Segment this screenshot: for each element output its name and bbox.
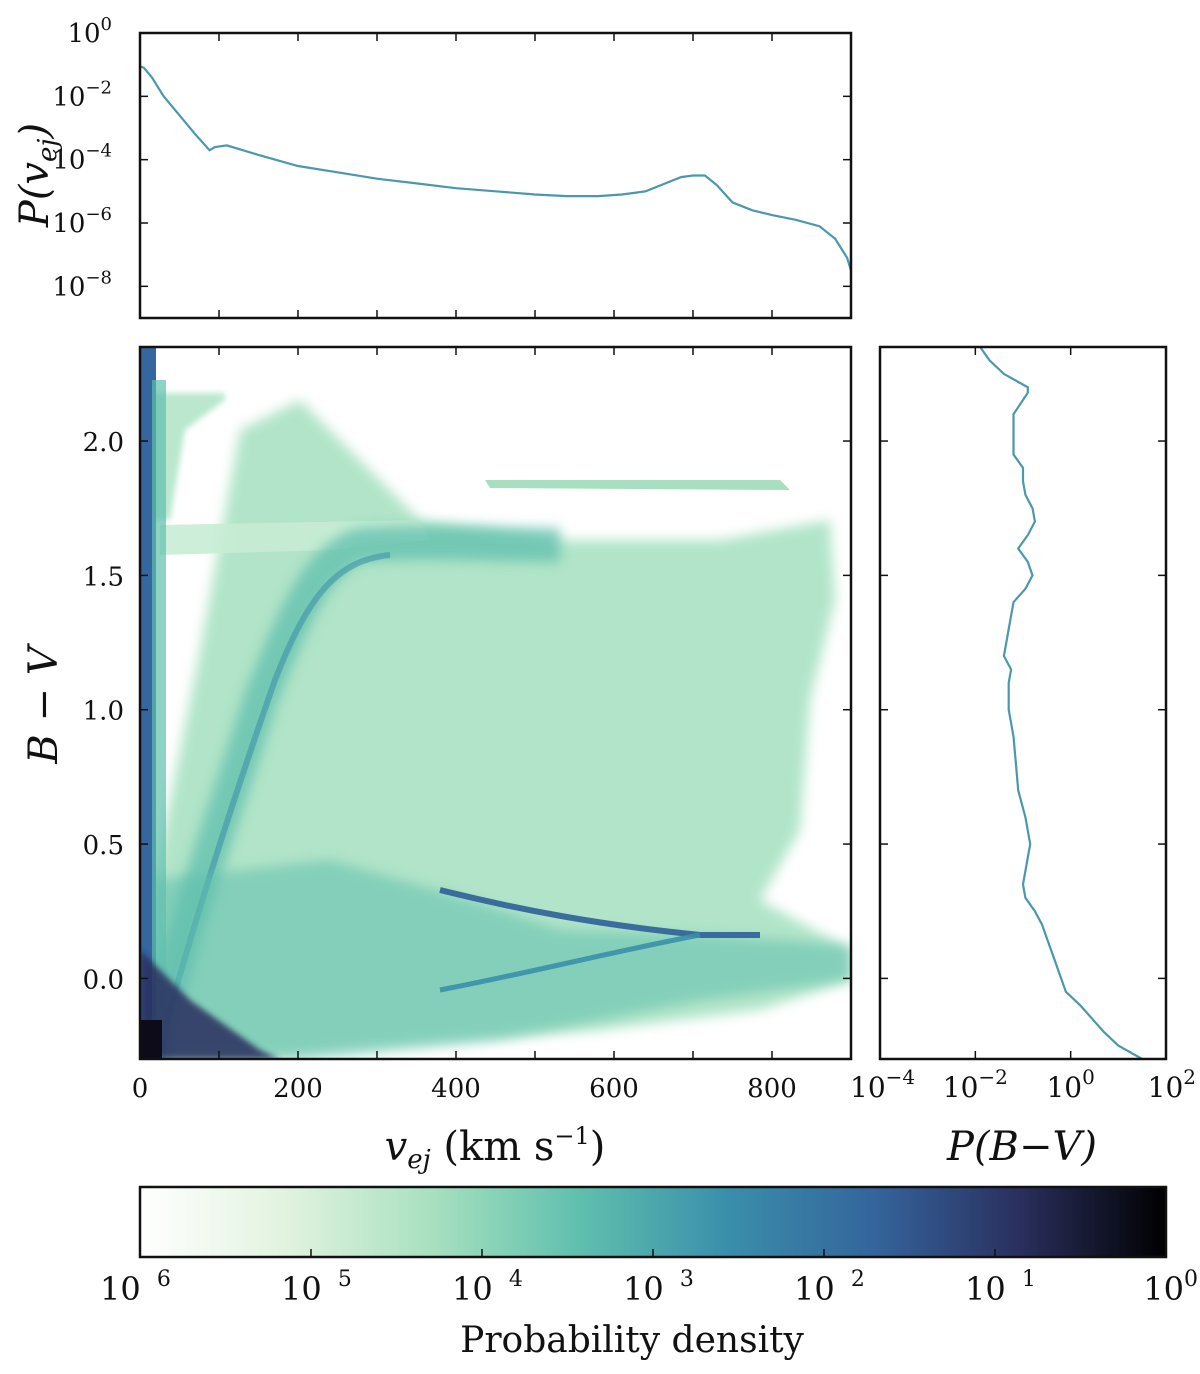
colorbar-tick-label: 10 5 bbox=[281, 1267, 352, 1308]
colorbar-tick-label-exp: 1 bbox=[1022, 1267, 1036, 1292]
main-xlabel-tail: (km s bbox=[431, 1124, 555, 1170]
heatmap-mid-zone bbox=[150, 860, 851, 1059]
right-xtick-label: 10−2 bbox=[943, 1065, 1008, 1104]
main-xlabel-sub: ej bbox=[407, 1145, 430, 1175]
top-ytick-label-exp: 0 bbox=[101, 14, 112, 35]
right-xtick-label-exp: 0 bbox=[1082, 1065, 1095, 1089]
top-series-line bbox=[139, 65, 853, 271]
main-xlabel: vej (km s−1) bbox=[385, 1122, 606, 1175]
colorbar-tick-label-base: 10 bbox=[281, 1270, 332, 1308]
heatmap-column-halo bbox=[152, 380, 166, 1059]
top-ytick-label-base: 10 bbox=[52, 82, 85, 112]
main-xlabel-main: v bbox=[385, 1124, 408, 1170]
right-plot-frame bbox=[878, 345, 1168, 1061]
right-ticks bbox=[879, 347, 1167, 1059]
top-ylabel-main: P(v bbox=[12, 162, 58, 229]
top-ticks bbox=[140, 32, 851, 318]
right-xtick-label-base: 10 bbox=[1046, 1071, 1082, 1104]
colorbar-tick-label: 10 6 bbox=[100, 1267, 171, 1308]
top-ytick-label-exp: −4 bbox=[85, 141, 112, 162]
main-ytick-label: 2.0 bbox=[83, 428, 124, 458]
right-xtick-label-base: 10 bbox=[850, 1071, 886, 1104]
colorbar-tick-label: 10 1 bbox=[965, 1267, 1036, 1308]
right-xtick-label-base: 10 bbox=[1148, 1071, 1184, 1104]
top-ylabel-tail: ) bbox=[12, 123, 58, 140]
right-xtick-labels: 10−4 10−2 100 102 bbox=[850, 1065, 1196, 1104]
top-ytick-label-exp: −6 bbox=[85, 204, 112, 225]
colorbar-tick-label-exp: 4 bbox=[509, 1267, 523, 1292]
heatmap-corner-core bbox=[140, 1020, 162, 1059]
colorbar-tick-label-exp: 6 bbox=[157, 1267, 171, 1292]
top-ytick-label: 10−6 bbox=[52, 204, 112, 239]
colorbar-tick-label-base: 10 bbox=[965, 1270, 1016, 1308]
main-xtick-label: 200 bbox=[273, 1074, 323, 1104]
main-ytick-label: 1.0 bbox=[83, 697, 124, 727]
heatmap-dark-corner bbox=[140, 950, 280, 1059]
top-ytick-label: 10−2 bbox=[52, 77, 112, 112]
colorbar-tick-label-exp: 2 bbox=[851, 1267, 865, 1292]
top-ytick-label-base: 10 bbox=[67, 19, 100, 49]
top-ylabel: P(vej) bbox=[12, 123, 63, 228]
heatmap-lower-stripe bbox=[439, 932, 701, 993]
colorbar-tick-label-base: 10 bbox=[794, 1270, 845, 1308]
colorbar: 10 6 10 5 10 4 10 3 10 2 10 1 100 Probability … bbox=[100, 1185, 1198, 1361]
main-ticks bbox=[140, 347, 851, 1059]
top-ytick-label: 10−4 bbox=[52, 141, 112, 176]
top-ytick-label-base: 10 bbox=[52, 209, 85, 239]
heatmap-area bbox=[140, 347, 851, 1059]
colorbar-gradient bbox=[138, 1185, 1168, 1259]
right-xtick-label-base: 10 bbox=[943, 1071, 979, 1104]
heatmap-converging-stripe bbox=[439, 887, 760, 938]
right-xtick-label: 10−4 bbox=[850, 1065, 915, 1104]
top-ytick-label-base: 10 bbox=[52, 146, 85, 176]
right-panel: 10−4 10−2 100 102 P(B−V) bbox=[850, 345, 1196, 1170]
right-xtick-label: 102 bbox=[1148, 1065, 1196, 1104]
top-ytick-label-exp: −8 bbox=[85, 267, 112, 288]
right-xtick-label-exp: 2 bbox=[1183, 1065, 1196, 1089]
colorbar-tick-label: 100 bbox=[1143, 1267, 1198, 1308]
colorbar-tick-label-exp: 3 bbox=[680, 1267, 694, 1292]
colorbar-tick-label: 10 3 bbox=[623, 1267, 694, 1308]
main-xtick-label: 800 bbox=[747, 1074, 797, 1104]
right-xtick-label: 100 bbox=[1046, 1065, 1094, 1104]
main-xlabel-end: ) bbox=[590, 1124, 606, 1170]
right-xtick-label-exp: −2 bbox=[978, 1065, 1007, 1089]
right-series-line bbox=[979, 346, 1143, 1060]
top-plot-frame bbox=[138, 31, 853, 320]
colorbar-tick-label-base: 10 bbox=[623, 1270, 674, 1308]
colorbar-tick-label-base: 10 bbox=[1143, 1270, 1184, 1308]
top-ytick-label-exp: −2 bbox=[85, 77, 112, 98]
top-ytick-label: 100 bbox=[67, 14, 112, 49]
colorbar-tick-label-base: 10 bbox=[452, 1270, 503, 1308]
main-ytick-label: 1.5 bbox=[83, 562, 124, 592]
colorbar-title: Probability density bbox=[460, 1320, 804, 1361]
main-ytick-label: 0.0 bbox=[83, 965, 124, 995]
right-xlabel: P(B−V) bbox=[946, 1124, 1097, 1170]
main-panel: 0 200 400 600 800 0.0 0.5 1.0 1.5 2.0 B − V vej … bbox=[21, 345, 853, 1175]
colorbar-tick-label: 10 4 bbox=[452, 1267, 523, 1308]
top-ytick-label: 10−8 bbox=[52, 267, 112, 302]
main-xtick-labels: 0 200 400 600 800 bbox=[132, 1074, 797, 1104]
main-ytick-label: 0.5 bbox=[83, 831, 124, 861]
top-ylabel-sub: ej bbox=[33, 139, 63, 162]
heatmap-upper-streak bbox=[485, 480, 790, 490]
main-xlabel-sup: −1 bbox=[554, 1122, 589, 1150]
top-ytick-label-base: 10 bbox=[52, 272, 85, 302]
heatmap-left-wedge bbox=[150, 393, 225, 520]
main-plot-frame bbox=[138, 345, 853, 1061]
main-ylabel: B − V bbox=[21, 642, 67, 764]
main-ytick-labels: 0.0 0.5 1.0 1.5 2.0 bbox=[83, 428, 124, 995]
colorbar-tick-label-base: 10 bbox=[100, 1270, 151, 1308]
main-xtick-label: 600 bbox=[589, 1074, 639, 1104]
colorbar-tick-labels: 10 6 10 5 10 4 10 3 10 2 10 1 100 bbox=[100, 1249, 1198, 1308]
right-xtick-label-exp: −4 bbox=[886, 1065, 915, 1089]
colorbar-tick-label-exp: 5 bbox=[338, 1267, 352, 1292]
main-xtick-label: 400 bbox=[431, 1074, 481, 1104]
colorbar-tick-label-exp: 0 bbox=[1184, 1267, 1198, 1292]
colorbar-tick-label: 10 2 bbox=[794, 1267, 865, 1308]
main-xtick-label: 0 bbox=[132, 1074, 149, 1104]
